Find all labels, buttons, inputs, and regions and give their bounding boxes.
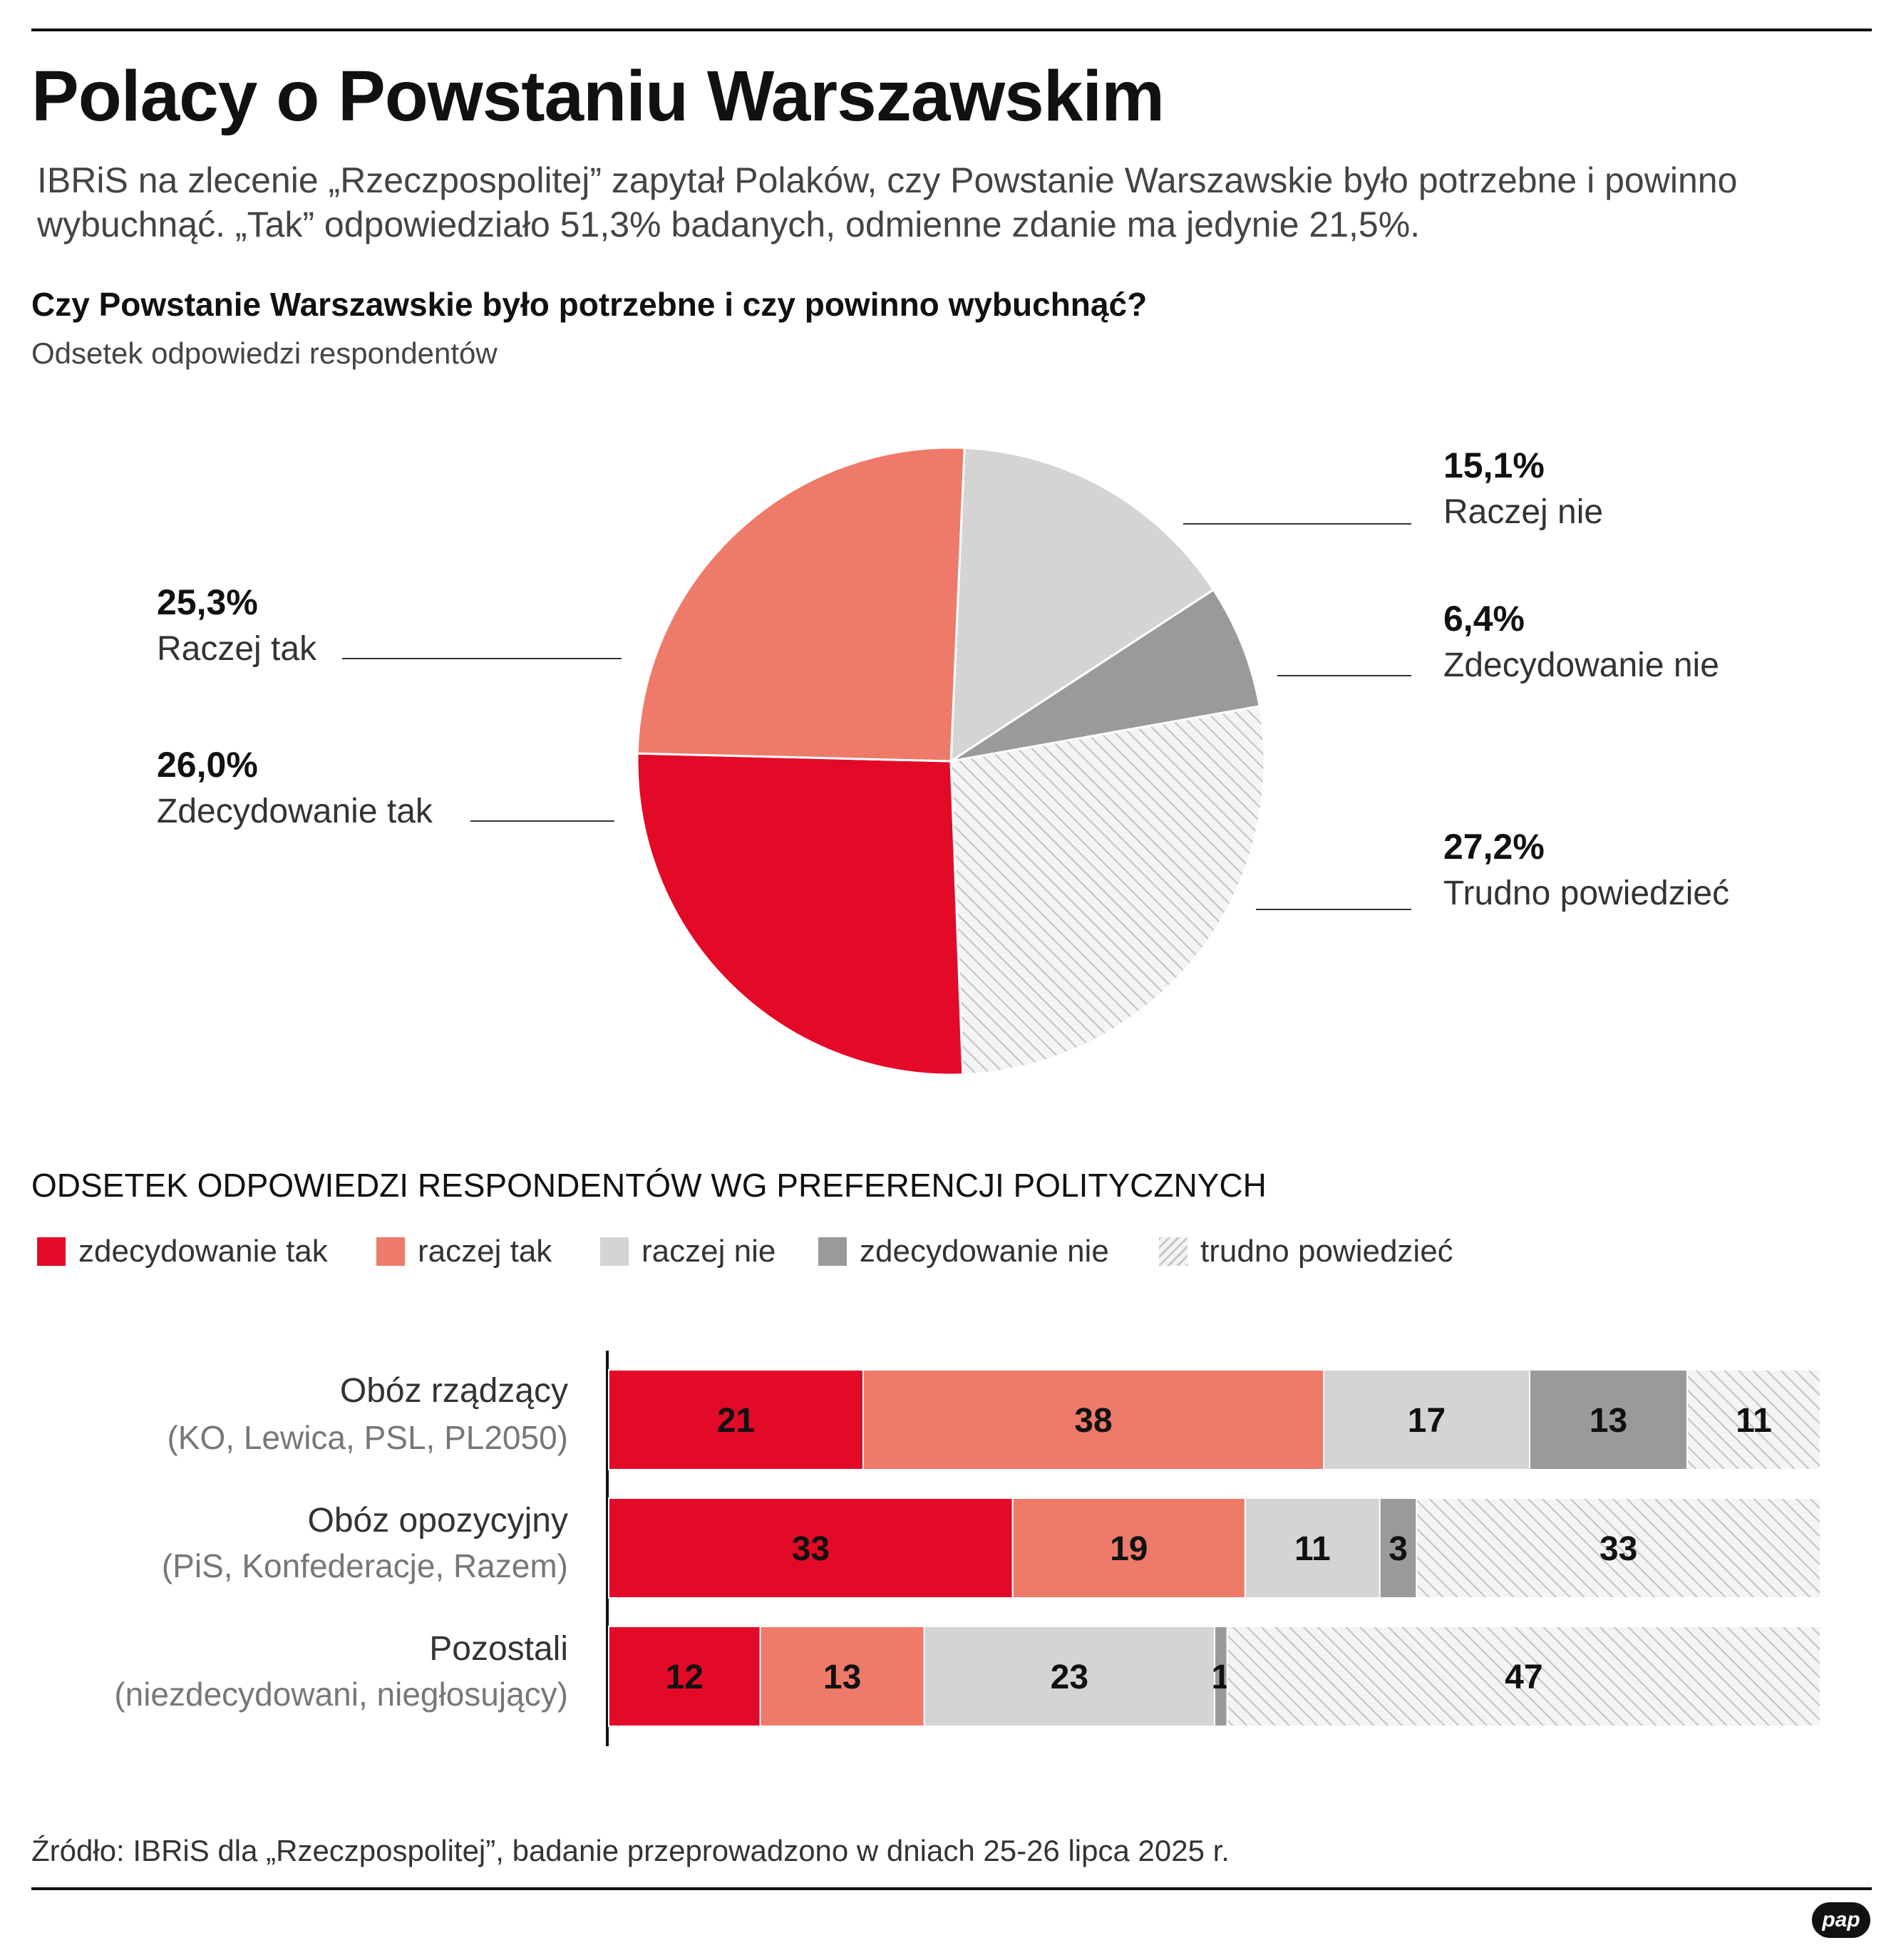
- bar-row-label: Obóz opozycyjny: [307, 1502, 568, 1539]
- legend-label: raczej nie: [642, 1234, 776, 1269]
- bar-segment-raczej-nie: [923, 1626, 1215, 1727]
- legend-item-trudno-powiedziec: trudno powiedzieć: [1159, 1232, 1453, 1272]
- pie-slice-trudno-powiedziec: [949, 705, 1266, 1076]
- pie-category-label: Zdecydowanie tak: [157, 793, 433, 830]
- bar-value-label: 13: [823, 1659, 861, 1696]
- bar-value-label: 19: [1110, 1530, 1148, 1568]
- bar-value-label: 33: [1599, 1530, 1637, 1568]
- bar-row-sublabel: (PiS, Konfederacje, Razem): [161, 1547, 568, 1584]
- pie-category-label: Trudno powiedzieć: [1443, 875, 1729, 912]
- pie-value-label: 15,1%: [1443, 445, 1545, 485]
- pie-category-label: Zdecydowanie nie: [1443, 646, 1719, 684]
- legend-swatch: [818, 1237, 847, 1266]
- svg-text:pap: pap: [1821, 1908, 1860, 1931]
- bar-value-label: 12: [666, 1659, 704, 1696]
- bar-segment-raczej-nie: [1244, 1497, 1381, 1599]
- legend-label: trudno powiedzieć: [1200, 1234, 1453, 1269]
- bar-chart-title: ODSETEK ODPOWIEDZI RESPONDENTÓW WG PREFE…: [31, 1167, 1267, 1204]
- bottom-rule: [31, 1887, 1872, 1890]
- bar-value-label: 47: [1505, 1659, 1542, 1696]
- bar-row-label: Obóz rządzący: [339, 1372, 568, 1410]
- bar-segment-raczej-tak: [759, 1626, 925, 1727]
- pie-slice-raczej-tak: [636, 446, 966, 763]
- pie-chart-title: Czy Powstanie Warszawskie było potrzebne…: [31, 286, 1148, 323]
- bar-value-label: 23: [1051, 1659, 1088, 1696]
- bar-segment-trudno-powiedziec: [1416, 1497, 1821, 1599]
- bar-segment-raczej-tak: [1011, 1497, 1246, 1599]
- legend-swatch: [37, 1237, 66, 1266]
- page-title: Polacy o Powstaniu Warszawskim: [31, 56, 1165, 136]
- bar-value-label: 17: [1408, 1402, 1446, 1440]
- pap-logo: pap: [1812, 1902, 1870, 1938]
- legend-item-raczej-nie: raczej nie: [600, 1232, 776, 1272]
- bar-segment-zdecydowanie-tak: [608, 1497, 1014, 1599]
- bar-segment-zdecydowanie-tak: [608, 1626, 761, 1727]
- legend-label: zdecydowanie tak: [78, 1234, 328, 1269]
- legend-swatch: [1159, 1237, 1188, 1266]
- bar-value-label: 3: [1389, 1530, 1408, 1568]
- bar-value-label: 11: [1294, 1530, 1331, 1568]
- top-rule: [31, 29, 1872, 31]
- pie-category-label: Raczej nie: [1443, 493, 1603, 531]
- legend-label: raczej tak: [418, 1234, 552, 1269]
- bar-row-sublabel: (KO, Lewica, PSL, PL2050): [167, 1419, 568, 1456]
- legend-item-zdecydowanie-nie: zdecydowanie nie: [818, 1232, 1109, 1272]
- pie-value-label: 27,2%: [1443, 827, 1545, 867]
- legend-swatch: [376, 1237, 405, 1266]
- bar-segment-zdecydowanie-tak: [608, 1369, 864, 1470]
- bar-segment-trudno-powiedziec: [1226, 1626, 1821, 1727]
- pie-chart-subtitle: Odsetek odpowiedzi respondentów: [31, 336, 498, 370]
- source-note: Źródło: IBRiS dla „Rzeczpospolitej”, bad…: [31, 1834, 1230, 1867]
- pie-value-label: 25,3%: [157, 582, 258, 622]
- bar-row-sublabel: (niezdecydowani, niegłosujący): [114, 1676, 568, 1713]
- bar-segment-raczej-nie: [1323, 1369, 1530, 1470]
- bar-row-label: Pozostali: [429, 1630, 568, 1668]
- bar-value-label: 13: [1590, 1402, 1627, 1440]
- pie-value-label: 26,0%: [157, 745, 258, 785]
- legend-item-raczej-tak: raczej tak: [376, 1232, 552, 1272]
- pie-slice-zdecydowanie-nie: [950, 588, 1261, 763]
- bar-segment-raczej-tak: [862, 1369, 1324, 1470]
- bar-segment-zdecydowanie-nie: [1529, 1369, 1688, 1470]
- bar-value-label: 38: [1074, 1402, 1112, 1440]
- pie-category-label: Raczej tak: [157, 630, 317, 668]
- legend-item-zdecydowanie-tak: zdecydowanie tak: [37, 1232, 328, 1272]
- bar-value-label: 33: [792, 1530, 830, 1568]
- intro-line-2: wybuchnąć. „Tak” odpowiedziało 51,3% bad…: [37, 205, 1421, 244]
- legend-swatch: [600, 1237, 629, 1266]
- bar-segment-trudno-powiedziec: [1686, 1369, 1821, 1470]
- bar-value-label: 21: [717, 1402, 755, 1440]
- pie-chart: 15,1% Raczej nie 6,4% Zdecydowanie nie 27,2%…: [157, 445, 1729, 1076]
- bar-value-label: 11: [1736, 1402, 1772, 1440]
- pie-slice-raczej-nie: [949, 446, 1215, 763]
- pie-slice-zdecydowanie-tak: [636, 752, 964, 1076]
- legend-label: zdecydowanie nie: [860, 1234, 1109, 1269]
- pie-value-label: 6,4%: [1443, 599, 1525, 639]
- intro-line-1: IBRiS na zlecenie „Rzeczpospolitej” zapy…: [37, 160, 1738, 200]
